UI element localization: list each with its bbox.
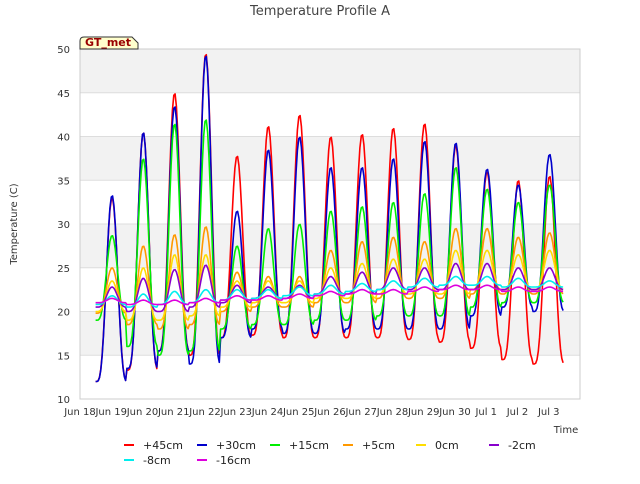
y-tick-label: 10	[57, 395, 70, 406]
series-line-8cm	[95, 275, 564, 308]
x-tick-label: Jun 23	[219, 407, 252, 418]
x-axis-label: Time	[553, 425, 578, 436]
x-tick-label: Jul 2	[506, 407, 529, 418]
chart-title: Temperature Profile A	[249, 4, 390, 19]
plot-band	[80, 49, 580, 93]
legend-item: -2cm	[489, 439, 536, 452]
legend-label: +45cm	[143, 439, 183, 452]
legend-item: +30cm	[197, 439, 256, 452]
series-line-30cm	[95, 55, 564, 383]
plot-band	[80, 180, 580, 224]
badge-box	[79, 36, 139, 50]
legend-label: +5cm	[362, 439, 395, 452]
x-tick-label: Jun 29	[407, 407, 440, 418]
legend-item: 0cm	[416, 439, 459, 452]
series-line-16cm	[95, 284, 564, 306]
x-tick-label: Jun 20	[126, 407, 159, 418]
y-tick-label: 40	[57, 133, 70, 144]
plot-band	[80, 92, 580, 137]
x-tick-label: Jun 26	[313, 407, 346, 418]
legend-item: -8cm	[124, 454, 171, 467]
legend-label: -16cm	[216, 454, 251, 467]
series-lines	[95, 53, 564, 383]
y-axis-ticks: 10 15 20 25 30 35 40 45 50	[57, 45, 70, 406]
x-tick-label: Jun 18	[63, 407, 96, 418]
y-tick-label: 50	[57, 45, 70, 56]
legend-label: -8cm	[143, 454, 171, 467]
y-axis-label: Temperature (C)	[9, 183, 20, 265]
x-tick-label: Jun 28	[376, 407, 409, 418]
y-tick-label: 30	[57, 220, 70, 231]
y-tick-label: 35	[57, 176, 70, 187]
legend-label: +15cm	[289, 439, 329, 452]
x-axis-ticks: Jun 18 Jun 19 Jun 20 Jun 21 Jun 22 Jun 23 Jun …	[63, 407, 559, 418]
x-tick-label: Jun 24	[251, 407, 284, 418]
series-line-0cm	[95, 249, 564, 322]
legend-label: 0cm	[435, 439, 459, 452]
legend-item: +45cm	[124, 439, 183, 452]
x-tick-label: Jul 1	[474, 407, 497, 418]
y-tick-label: 45	[57, 89, 70, 100]
x-tick-label: Jun 19	[94, 407, 127, 418]
plot-band	[80, 355, 580, 399]
legend: +45cm +30cm +15cm +5cm 0cm -2cm -8cm -16cm	[124, 439, 536, 467]
x-tick-label: Jun 30	[438, 407, 471, 418]
series-line-15cm	[95, 119, 564, 357]
legend-item: +15cm	[270, 439, 329, 452]
legend-label: +30cm	[216, 439, 256, 452]
gt-met-badge: GT_met	[79, 36, 139, 50]
plot-band	[80, 224, 580, 268]
y-tick-label: 15	[57, 351, 70, 362]
series-line-5cm	[95, 226, 564, 330]
x-tick-label: Jun 27	[344, 407, 377, 418]
legend-item: +5cm	[343, 439, 395, 452]
plot-frame	[79, 48, 581, 400]
legend-item: -16cm	[197, 454, 251, 467]
y-tick-label: 25	[57, 264, 70, 275]
x-tick-label: Jun 21	[157, 407, 190, 418]
badge-label: GT_met	[85, 36, 131, 49]
y-tick-label: 20	[57, 308, 70, 319]
series-line-2cm	[95, 262, 564, 313]
x-tick-label: Jun 22	[188, 407, 221, 418]
x-tick-label: Jun 25	[282, 407, 315, 418]
legend-label: -2cm	[508, 439, 536, 452]
x-tick-label: Jul 3	[537, 407, 560, 418]
